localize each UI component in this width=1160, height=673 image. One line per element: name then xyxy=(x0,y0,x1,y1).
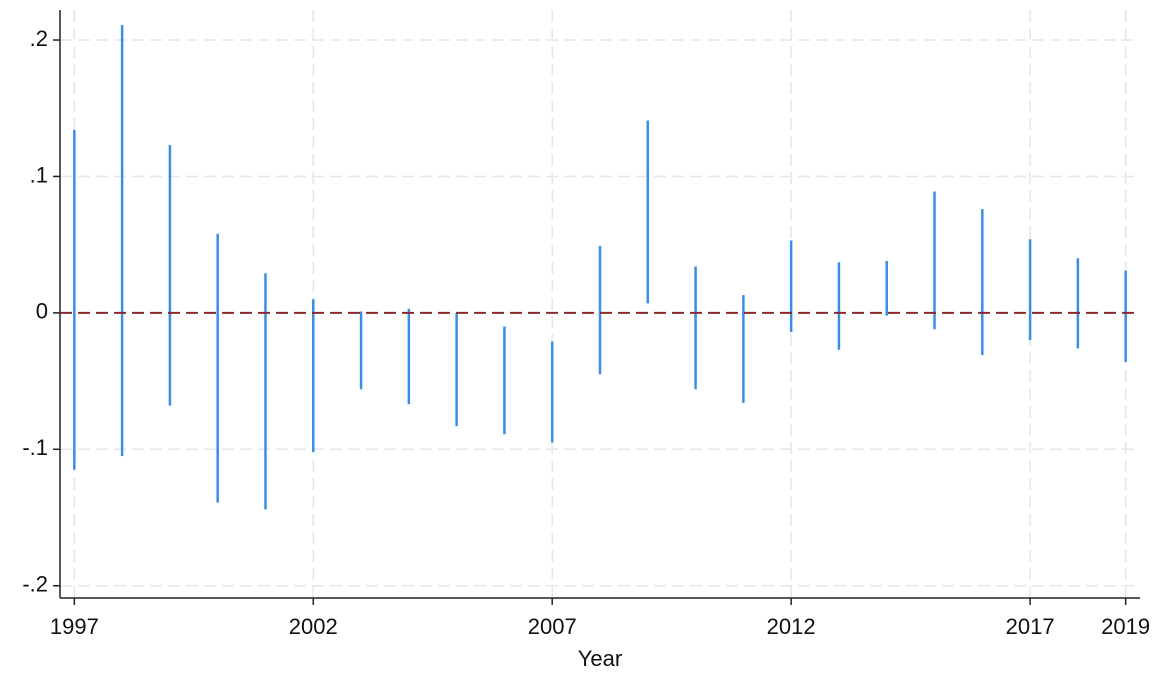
x-tick-label: 2002 xyxy=(289,614,338,639)
x-tick-label: 2012 xyxy=(767,614,816,639)
x-tick-label: 2019 xyxy=(1101,614,1150,639)
x-tick-label: 2017 xyxy=(1006,614,1055,639)
y-tick-label: .1 xyxy=(30,162,48,187)
y-tick-label: -.1 xyxy=(22,435,48,460)
x-axis-title: Year xyxy=(578,646,622,671)
y-tick-label: -.2 xyxy=(22,572,48,597)
x-tick-label: 2007 xyxy=(528,614,577,639)
y-tick-label: .2 xyxy=(30,26,48,51)
x-tick-label: 1997 xyxy=(50,614,99,639)
y-tick-label: 0 xyxy=(36,299,48,324)
